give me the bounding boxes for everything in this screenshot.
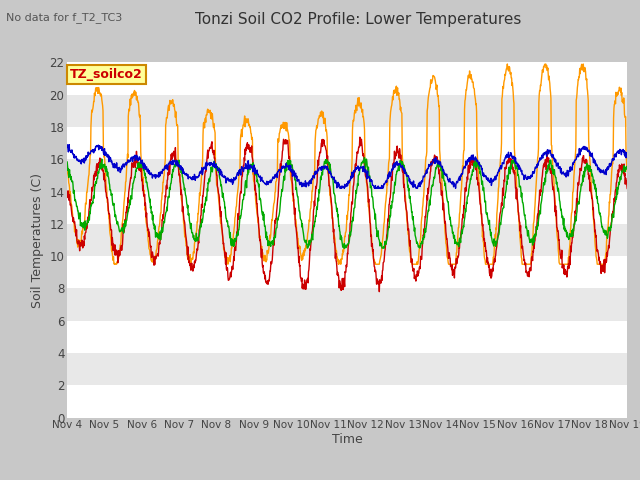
- Bar: [67, 159, 627, 192]
- Bar: [67, 288, 627, 321]
- Text: No data for f_T2_TC3: No data for f_T2_TC3: [6, 12, 123, 23]
- Bar: [67, 385, 627, 418]
- Bar: [67, 256, 627, 288]
- X-axis label: Time: Time: [332, 433, 363, 446]
- Bar: [67, 353, 627, 385]
- Bar: [67, 127, 627, 159]
- Bar: [67, 192, 627, 224]
- Text: TZ_soilco2: TZ_soilco2: [70, 68, 143, 81]
- Bar: [67, 95, 627, 127]
- Text: Tonzi Soil CO2 Profile: Lower Temperatures: Tonzi Soil CO2 Profile: Lower Temperatur…: [195, 12, 522, 27]
- Bar: [67, 224, 627, 256]
- Y-axis label: Soil Temperatures (C): Soil Temperatures (C): [31, 172, 44, 308]
- Bar: [67, 321, 627, 353]
- Bar: [67, 62, 627, 95]
